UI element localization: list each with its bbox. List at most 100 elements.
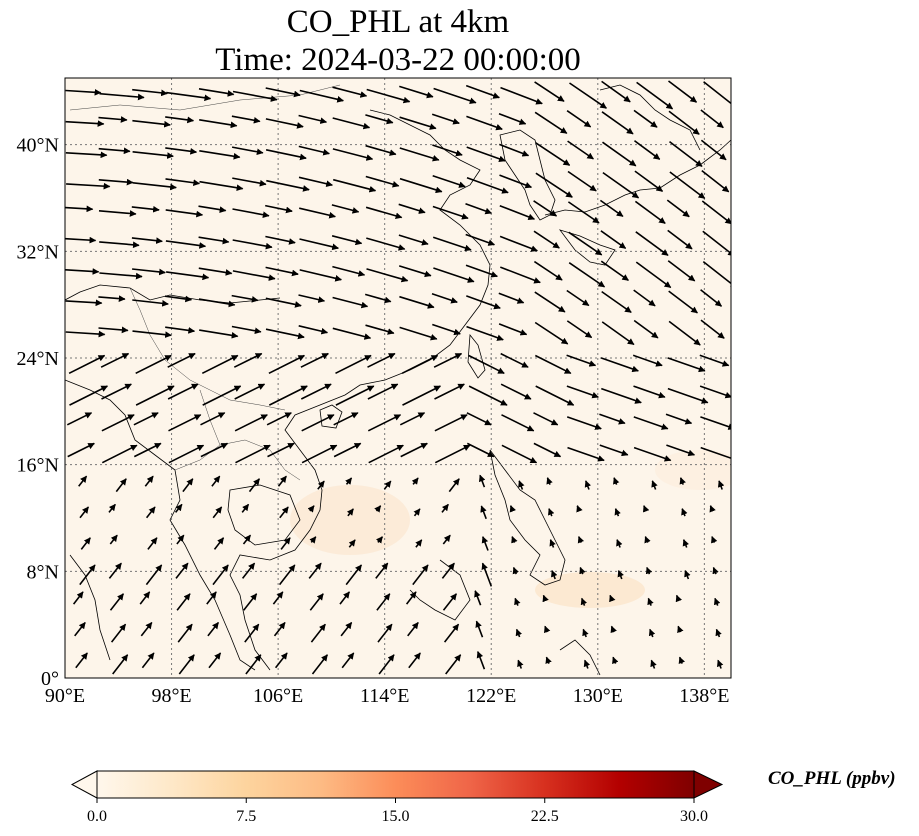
wind-vector bbox=[566, 354, 597, 367]
wind-vector bbox=[198, 298, 236, 308]
wind-vector bbox=[165, 178, 201, 187]
wind-vector bbox=[301, 444, 338, 464]
wind-vector bbox=[144, 475, 154, 487]
wind-vector bbox=[601, 321, 635, 346]
wind-vector bbox=[298, 176, 333, 187]
wind-vector bbox=[165, 271, 210, 281]
wind-vector bbox=[567, 201, 600, 224]
wind-vector bbox=[268, 354, 306, 375]
wind-vector bbox=[341, 652, 355, 669]
wind-vector bbox=[364, 293, 392, 304]
wind-vector bbox=[465, 264, 498, 278]
wind-vector bbox=[345, 564, 363, 586]
wind-vector bbox=[175, 562, 189, 579]
wind-vector bbox=[300, 352, 329, 368]
wind-vector bbox=[602, 141, 637, 167]
wind-vector bbox=[165, 147, 198, 155]
wind-vector bbox=[265, 235, 296, 245]
wind-vector bbox=[212, 506, 223, 519]
wind-vector bbox=[566, 416, 602, 430]
wind-vector bbox=[633, 385, 666, 399]
wind-vector bbox=[466, 177, 509, 194]
wind-vector bbox=[365, 206, 403, 220]
wind-vector bbox=[65, 268, 100, 275]
wind-vector bbox=[614, 508, 621, 517]
wind-vector bbox=[669, 140, 703, 168]
wind-vector bbox=[265, 149, 307, 161]
wind-vector bbox=[101, 414, 135, 432]
wind-vector bbox=[207, 621, 220, 637]
wind-vector bbox=[299, 238, 339, 251]
wind-vector bbox=[699, 354, 730, 367]
wind-vector bbox=[331, 235, 363, 246]
wind-vector bbox=[542, 594, 549, 603]
wind-vector bbox=[80, 537, 91, 550]
wind-vector bbox=[301, 414, 335, 432]
wind-vector bbox=[415, 539, 423, 548]
wind-vector bbox=[266, 412, 292, 426]
wind-vector bbox=[78, 475, 88, 487]
wind-vector bbox=[202, 385, 242, 406]
wind-vector bbox=[412, 564, 429, 586]
wind-vector bbox=[340, 621, 353, 637]
wind-vector bbox=[576, 505, 583, 513]
wind-vector bbox=[309, 593, 324, 611]
wind-vector bbox=[433, 267, 475, 283]
wind-vector bbox=[534, 291, 566, 313]
wind-vector bbox=[267, 442, 295, 458]
wind-vector bbox=[266, 179, 310, 192]
wind-vector bbox=[310, 623, 326, 643]
wind-vector bbox=[265, 328, 305, 340]
wind-vector bbox=[713, 597, 721, 606]
wind-vector bbox=[434, 444, 471, 464]
wind-vector bbox=[600, 230, 627, 250]
wind-vector bbox=[481, 536, 489, 551]
wind-vector bbox=[567, 140, 594, 160]
wind-vector bbox=[232, 177, 267, 187]
wind-vector bbox=[498, 292, 525, 304]
wind-vector bbox=[599, 199, 624, 218]
wind-vector bbox=[231, 325, 262, 335]
wind-vector bbox=[408, 652, 421, 669]
colorbar-tick-label: 15.0 bbox=[382, 808, 410, 825]
wind-vector bbox=[699, 385, 731, 399]
wind-vector bbox=[167, 352, 196, 368]
wind-vector bbox=[79, 506, 90, 519]
wind-vector bbox=[273, 621, 286, 637]
wind-vector bbox=[135, 354, 172, 375]
wind-vector bbox=[399, 147, 440, 162]
wind-vector bbox=[79, 564, 96, 586]
wind-vector bbox=[298, 294, 326, 303]
wind-vector bbox=[132, 119, 171, 128]
wind-vector bbox=[98, 326, 129, 334]
wind-vector bbox=[100, 352, 130, 368]
wind-vector bbox=[648, 628, 656, 638]
wind-vector bbox=[634, 200, 666, 225]
wind-vector bbox=[69, 385, 109, 406]
wind-vector bbox=[466, 412, 492, 426]
wind-vector bbox=[668, 110, 700, 135]
wind-vector bbox=[711, 535, 718, 544]
colorbar-tick-label: 30.0 bbox=[680, 808, 708, 825]
wind-vector bbox=[235, 444, 271, 464]
wind-vector bbox=[174, 503, 183, 513]
wind-vector bbox=[535, 172, 573, 198]
wind-vector bbox=[164, 295, 193, 303]
lat-tick-label: 24°N bbox=[17, 348, 59, 370]
wind-vector bbox=[681, 508, 688, 517]
wind-vector bbox=[176, 593, 191, 611]
wind-vector bbox=[365, 324, 395, 335]
wind-vector bbox=[599, 413, 626, 425]
wind-vector bbox=[514, 597, 521, 606]
wind-vector bbox=[702, 230, 731, 257]
wind-vector bbox=[231, 146, 264, 156]
wind-vector bbox=[300, 383, 332, 400]
wind-vector bbox=[512, 566, 519, 575]
wind-vector bbox=[199, 329, 239, 339]
wind-vector bbox=[534, 111, 568, 134]
colorbar-max-extend bbox=[693, 770, 724, 799]
wind-vector bbox=[617, 569, 624, 580]
wind-vector bbox=[398, 265, 432, 278]
wind-vector bbox=[99, 272, 143, 280]
wind-vector bbox=[198, 205, 227, 213]
